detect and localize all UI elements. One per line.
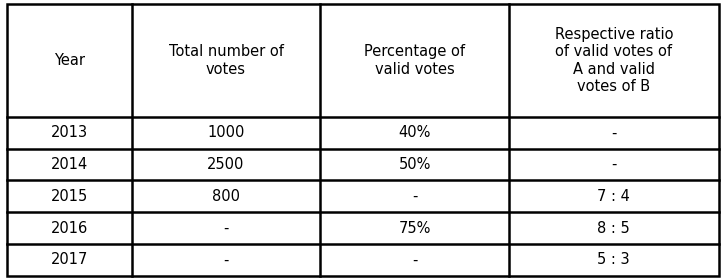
Text: -: -	[412, 252, 417, 267]
Text: 8 : 5: 8 : 5	[597, 221, 630, 236]
Text: 50%: 50%	[399, 157, 431, 172]
Text: 5 : 3: 5 : 3	[597, 252, 630, 267]
Text: 7 : 4: 7 : 4	[597, 189, 630, 204]
Text: 800: 800	[212, 189, 240, 204]
Text: -: -	[611, 157, 616, 172]
Text: -: -	[412, 189, 417, 204]
Text: 40%: 40%	[399, 125, 431, 140]
Text: -: -	[224, 221, 229, 236]
Text: Respective ratio
of valid votes of
A and valid
votes of B: Respective ratio of valid votes of A and…	[555, 27, 673, 94]
Text: 2013: 2013	[51, 125, 88, 140]
Text: 2016: 2016	[51, 221, 88, 236]
Text: 1000: 1000	[208, 125, 245, 140]
Text: Percentage of
valid votes: Percentage of valid votes	[364, 44, 465, 77]
Text: 2015: 2015	[51, 189, 88, 204]
Text: 75%: 75%	[399, 221, 431, 236]
Text: 2500: 2500	[208, 157, 245, 172]
Text: Total number of
votes: Total number of votes	[168, 44, 283, 77]
Text: -: -	[224, 252, 229, 267]
Text: 2014: 2014	[51, 157, 88, 172]
Text: Year: Year	[54, 53, 85, 68]
Text: 2017: 2017	[51, 252, 88, 267]
Text: -: -	[611, 125, 616, 140]
